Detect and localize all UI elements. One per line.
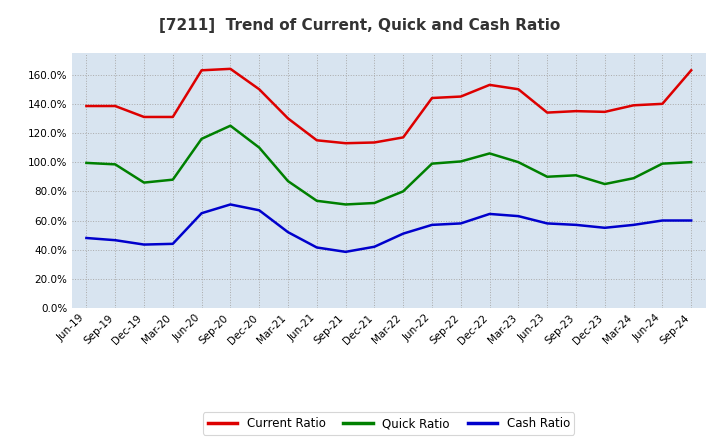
- Cash Ratio: [312, 245, 321, 250]
- Cash Ratio: [456, 221, 465, 226]
- Cash Ratio: [370, 244, 379, 249]
- Current Ratio: [543, 110, 552, 115]
- Current Ratio: [197, 68, 206, 73]
- Current Ratio: [370, 140, 379, 145]
- Current Ratio: [111, 103, 120, 109]
- Legend: Current Ratio, Quick Ratio, Cash Ratio: Current Ratio, Quick Ratio, Cash Ratio: [203, 412, 575, 435]
- Quick Ratio: [284, 179, 292, 184]
- Quick Ratio: [485, 151, 494, 156]
- Quick Ratio: [140, 180, 148, 185]
- Current Ratio: [485, 82, 494, 88]
- Cash Ratio: [428, 222, 436, 227]
- Quick Ratio: [370, 200, 379, 205]
- Line: Cash Ratio: Cash Ratio: [86, 205, 691, 252]
- Current Ratio: [428, 95, 436, 101]
- Current Ratio: [140, 114, 148, 120]
- Cash Ratio: [284, 230, 292, 235]
- Cash Ratio: [140, 242, 148, 247]
- Quick Ratio: [197, 136, 206, 142]
- Cash Ratio: [485, 211, 494, 216]
- Current Ratio: [514, 87, 523, 92]
- Cash Ratio: [514, 213, 523, 219]
- Cash Ratio: [255, 208, 264, 213]
- Current Ratio: [629, 103, 638, 108]
- Quick Ratio: [82, 160, 91, 165]
- Cash Ratio: [687, 218, 696, 223]
- Quick Ratio: [341, 202, 350, 207]
- Current Ratio: [226, 66, 235, 71]
- Current Ratio: [255, 87, 264, 92]
- Current Ratio: [82, 103, 91, 109]
- Quick Ratio: [111, 162, 120, 167]
- Quick Ratio: [658, 161, 667, 166]
- Cash Ratio: [399, 231, 408, 236]
- Current Ratio: [284, 116, 292, 121]
- Quick Ratio: [629, 176, 638, 181]
- Current Ratio: [572, 109, 580, 114]
- Line: Current Ratio: Current Ratio: [86, 69, 691, 143]
- Cash Ratio: [197, 211, 206, 216]
- Cash Ratio: [543, 221, 552, 226]
- Cash Ratio: [82, 235, 91, 241]
- Cash Ratio: [341, 249, 350, 254]
- Current Ratio: [312, 138, 321, 143]
- Cash Ratio: [629, 222, 638, 227]
- Current Ratio: [600, 109, 609, 114]
- Current Ratio: [341, 140, 350, 146]
- Quick Ratio: [168, 177, 177, 182]
- Current Ratio: [168, 114, 177, 120]
- Cash Ratio: [600, 225, 609, 231]
- Quick Ratio: [226, 123, 235, 128]
- Quick Ratio: [428, 161, 436, 166]
- Current Ratio: [687, 68, 696, 73]
- Quick Ratio: [399, 189, 408, 194]
- Line: Quick Ratio: Quick Ratio: [86, 126, 691, 205]
- Current Ratio: [658, 101, 667, 106]
- Quick Ratio: [255, 145, 264, 150]
- Quick Ratio: [600, 181, 609, 187]
- Current Ratio: [399, 135, 408, 140]
- Quick Ratio: [687, 160, 696, 165]
- Quick Ratio: [514, 160, 523, 165]
- Cash Ratio: [111, 238, 120, 243]
- Cash Ratio: [658, 218, 667, 223]
- Cash Ratio: [168, 241, 177, 246]
- Quick Ratio: [572, 172, 580, 178]
- Cash Ratio: [572, 222, 580, 227]
- Cash Ratio: [226, 202, 235, 207]
- Quick Ratio: [543, 174, 552, 180]
- Text: [7211]  Trend of Current, Quick and Cash Ratio: [7211] Trend of Current, Quick and Cash …: [159, 18, 561, 33]
- Current Ratio: [456, 94, 465, 99]
- Quick Ratio: [312, 198, 321, 203]
- Quick Ratio: [456, 159, 465, 164]
